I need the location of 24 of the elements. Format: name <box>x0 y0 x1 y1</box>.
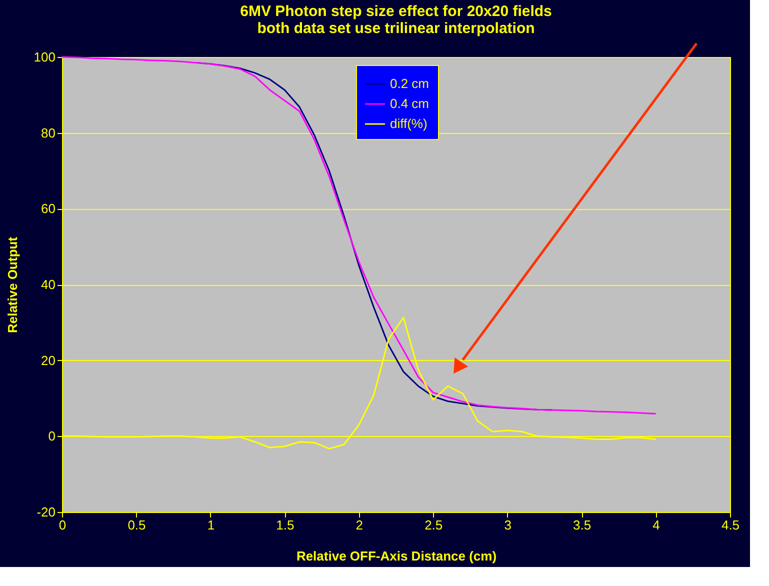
x-tick-label: 1 <box>207 518 215 532</box>
legend-label: diff(%) <box>390 116 428 131</box>
x-tick-label: 3 <box>504 518 512 532</box>
y-tick-label: 40 <box>41 277 56 292</box>
x-tick-label: 4 <box>652 518 660 532</box>
x-tick-label: 1.5 <box>276 518 294 532</box>
x-tick-label: 0 <box>58 518 66 532</box>
x-tick-label: 4.5 <box>721 518 740 532</box>
x-tick-label: 2.5 <box>424 518 443 532</box>
y-tick-label: 80 <box>41 125 56 140</box>
line-series <box>61 56 657 415</box>
chart-title: 6MV Photon step size effect for 20x20 fields both data set use trilinear interpolation <box>240 3 552 38</box>
x-axis-title: Relative OFF-Axis Distance (cm) <box>296 548 497 564</box>
legend-label: 0.2 cm <box>390 76 430 91</box>
y-tick-label: 100 <box>34 50 56 64</box>
y-tick-label: 60 <box>41 201 56 216</box>
x-tick-label: 2 <box>356 518 364 532</box>
y-tick-label: 20 <box>41 352 56 368</box>
x-tick-label: 3.5 <box>573 518 592 532</box>
y-axis-title: Relative Output <box>4 236 20 334</box>
legend-label: 0.4 cm <box>390 96 430 111</box>
y-tick-label: -20 <box>36 504 56 520</box>
y-tick-label: 0 <box>48 428 56 444</box>
x-tick-label: 0.5 <box>128 518 146 532</box>
